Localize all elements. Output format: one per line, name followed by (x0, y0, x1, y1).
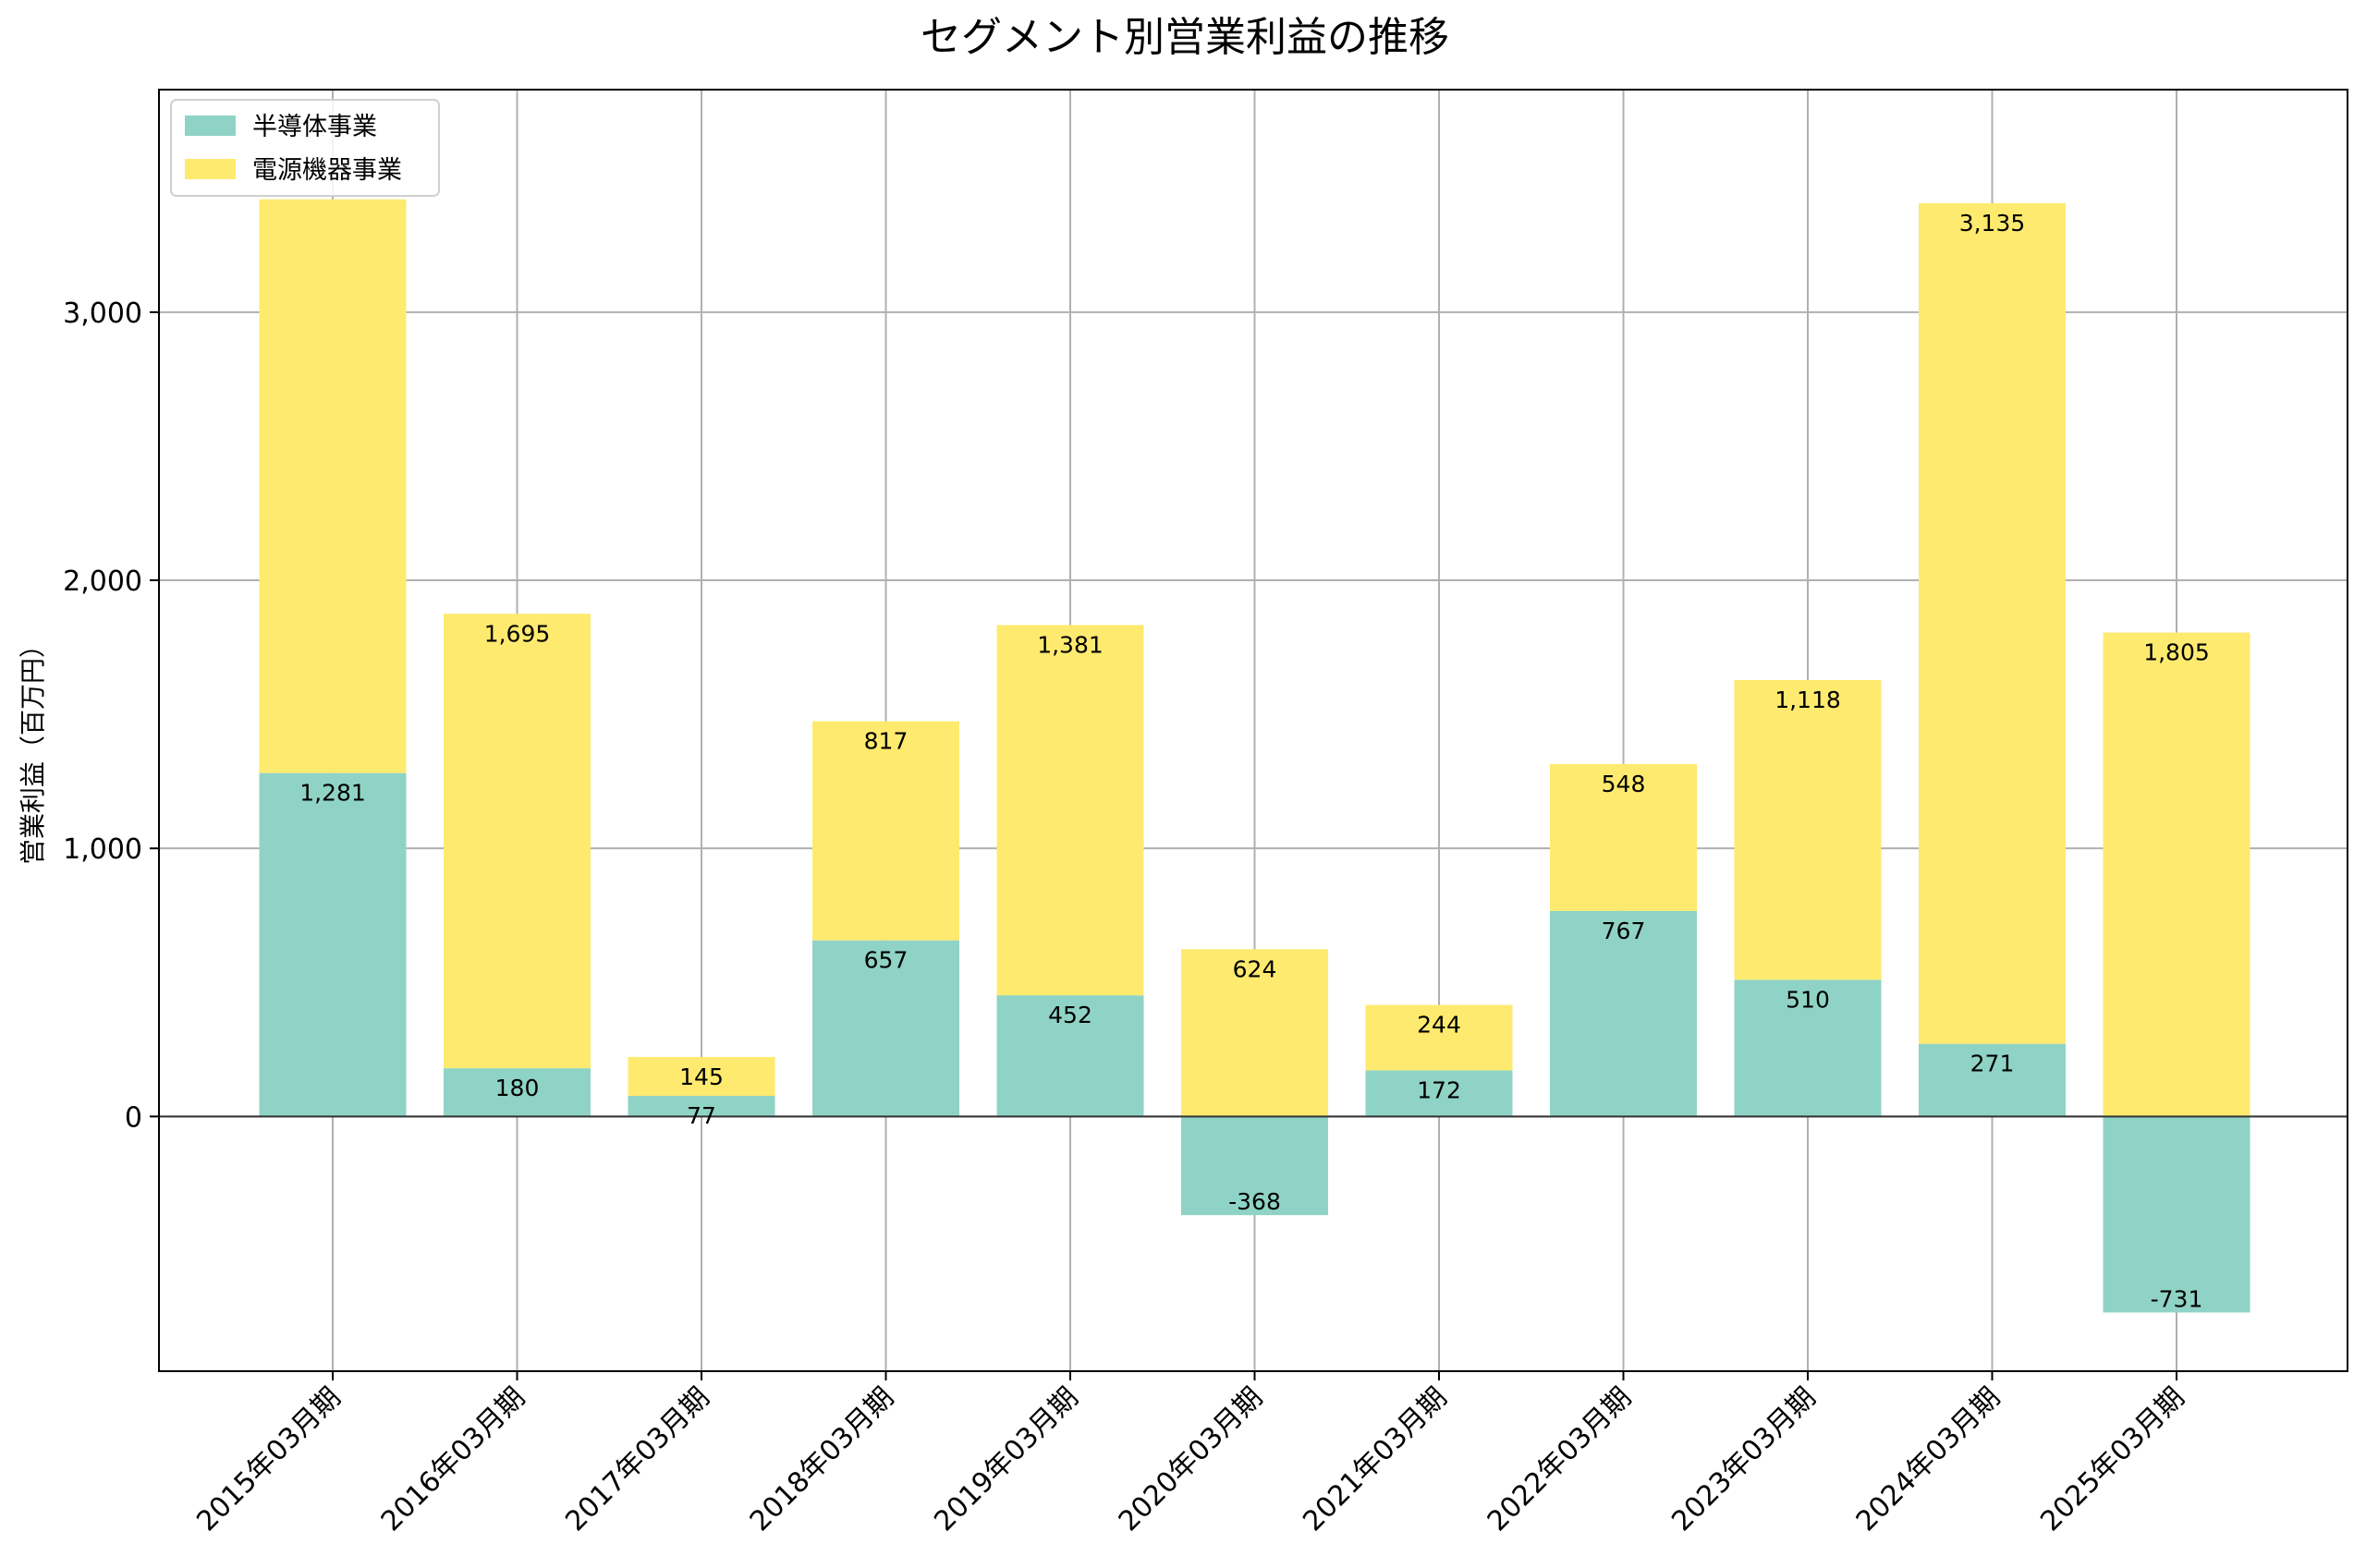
y-tick-label: 2,000 (63, 565, 142, 598)
data-label: 77 (687, 1102, 716, 1129)
bar-semiconductor-6 (1365, 1070, 1513, 1117)
data-label: 817 (864, 728, 909, 755)
y-axis-label: 営業利益（百万円） (18, 632, 48, 865)
bar-power-equipment-7 (1550, 763, 1697, 911)
bar-semiconductor-8 (1734, 979, 1882, 1117)
data-label: 1,118 (1774, 687, 1841, 713)
bar-power-equipment-10 (2103, 632, 2250, 1117)
bar-power-equipment-6 (1365, 1004, 1513, 1071)
data-label: 1,281 (299, 780, 366, 807)
data-label: 271 (1970, 1051, 2015, 1077)
bar-semiconductor-2 (628, 1095, 775, 1117)
data-label: 510 (1786, 986, 1830, 1013)
data-label: 767 (1602, 918, 1646, 944)
x-tick-label: 2022年03月期 (1482, 1381, 1638, 1538)
legend-entry: 半導体事業 (252, 113, 377, 141)
plot-frame (158, 89, 2348, 1372)
bar-power-equipment-1 (444, 614, 591, 1069)
x-tick-label: 2021年03月期 (1297, 1381, 1453, 1538)
bar-semiconductor-4 (996, 995, 1144, 1117)
bar-power-equipment-4 (996, 625, 1144, 996)
bar-power-equipment-5 (1181, 949, 1328, 1117)
bar-semiconductor-0 (259, 772, 407, 1117)
data-label: 145 (679, 1064, 724, 1090)
data-label: 452 (1048, 1002, 1092, 1028)
y-tick-label: 1,000 (63, 833, 142, 866)
bar-semiconductor-7 (1550, 910, 1697, 1117)
y-tick-label: 0 (125, 1101, 142, 1134)
x-tick-label: 2016年03月期 (375, 1381, 531, 1538)
data-label: -731 (2151, 1285, 2203, 1312)
legend-swatch (185, 115, 236, 136)
legend-swatch (185, 159, 236, 179)
y-tick-label: 3,000 (63, 298, 142, 330)
x-tick-label: 2019年03月期 (928, 1381, 1084, 1538)
x-tick-label: 2018年03月期 (744, 1381, 900, 1538)
legend-box (170, 99, 440, 197)
data-label: 1,805 (2143, 639, 2210, 666)
data-label: 1,695 (484, 620, 551, 647)
x-tick-label: 2025年03月期 (2034, 1381, 2190, 1538)
bar-power-equipment-8 (1734, 679, 1882, 980)
x-tick-label: 2024年03月期 (1850, 1381, 2006, 1538)
data-label: 624 (1233, 955, 1277, 982)
data-label: 172 (1417, 1076, 1461, 1103)
legend-entry: 電源機器事業 (252, 156, 402, 185)
data-label: 1,381 (1037, 631, 1104, 658)
bar-power-equipment-0 (259, 199, 407, 773)
bar-power-equipment-9 (1919, 203, 2066, 1044)
data-label: 3,135 (1959, 210, 2026, 237)
data-label: 180 (495, 1075, 540, 1101)
data-label: 657 (864, 947, 909, 974)
bar-semiconductor-5 (1181, 1116, 1328, 1216)
bar-semiconductor-10 (2103, 1116, 2250, 1313)
x-tick-label: 2023年03月期 (1665, 1381, 1822, 1538)
x-tick-label: 2015年03月期 (190, 1381, 347, 1538)
data-label: 244 (1417, 1012, 1461, 1039)
bar-power-equipment-3 (812, 721, 959, 941)
x-tick-label: 2020年03月期 (1113, 1381, 1269, 1538)
data-label: -368 (1228, 1188, 1281, 1215)
chart-title: セグメント別営業利益の推移 (921, 14, 1449, 61)
x-tick-label: 2017年03月期 (559, 1381, 715, 1538)
bar-semiconductor-1 (444, 1068, 591, 1117)
data-labels: 1,281 180 77 657 452 -368 172 767 510 271 -731 1,69… (299, 210, 2210, 1312)
bar-power-equipment-2 (628, 1056, 775, 1096)
bar-semiconductor-9 (1919, 1043, 2066, 1117)
data-label: 548 (1602, 771, 1646, 797)
bar-semiconductor-3 (812, 940, 959, 1117)
bars (259, 199, 2250, 1313)
